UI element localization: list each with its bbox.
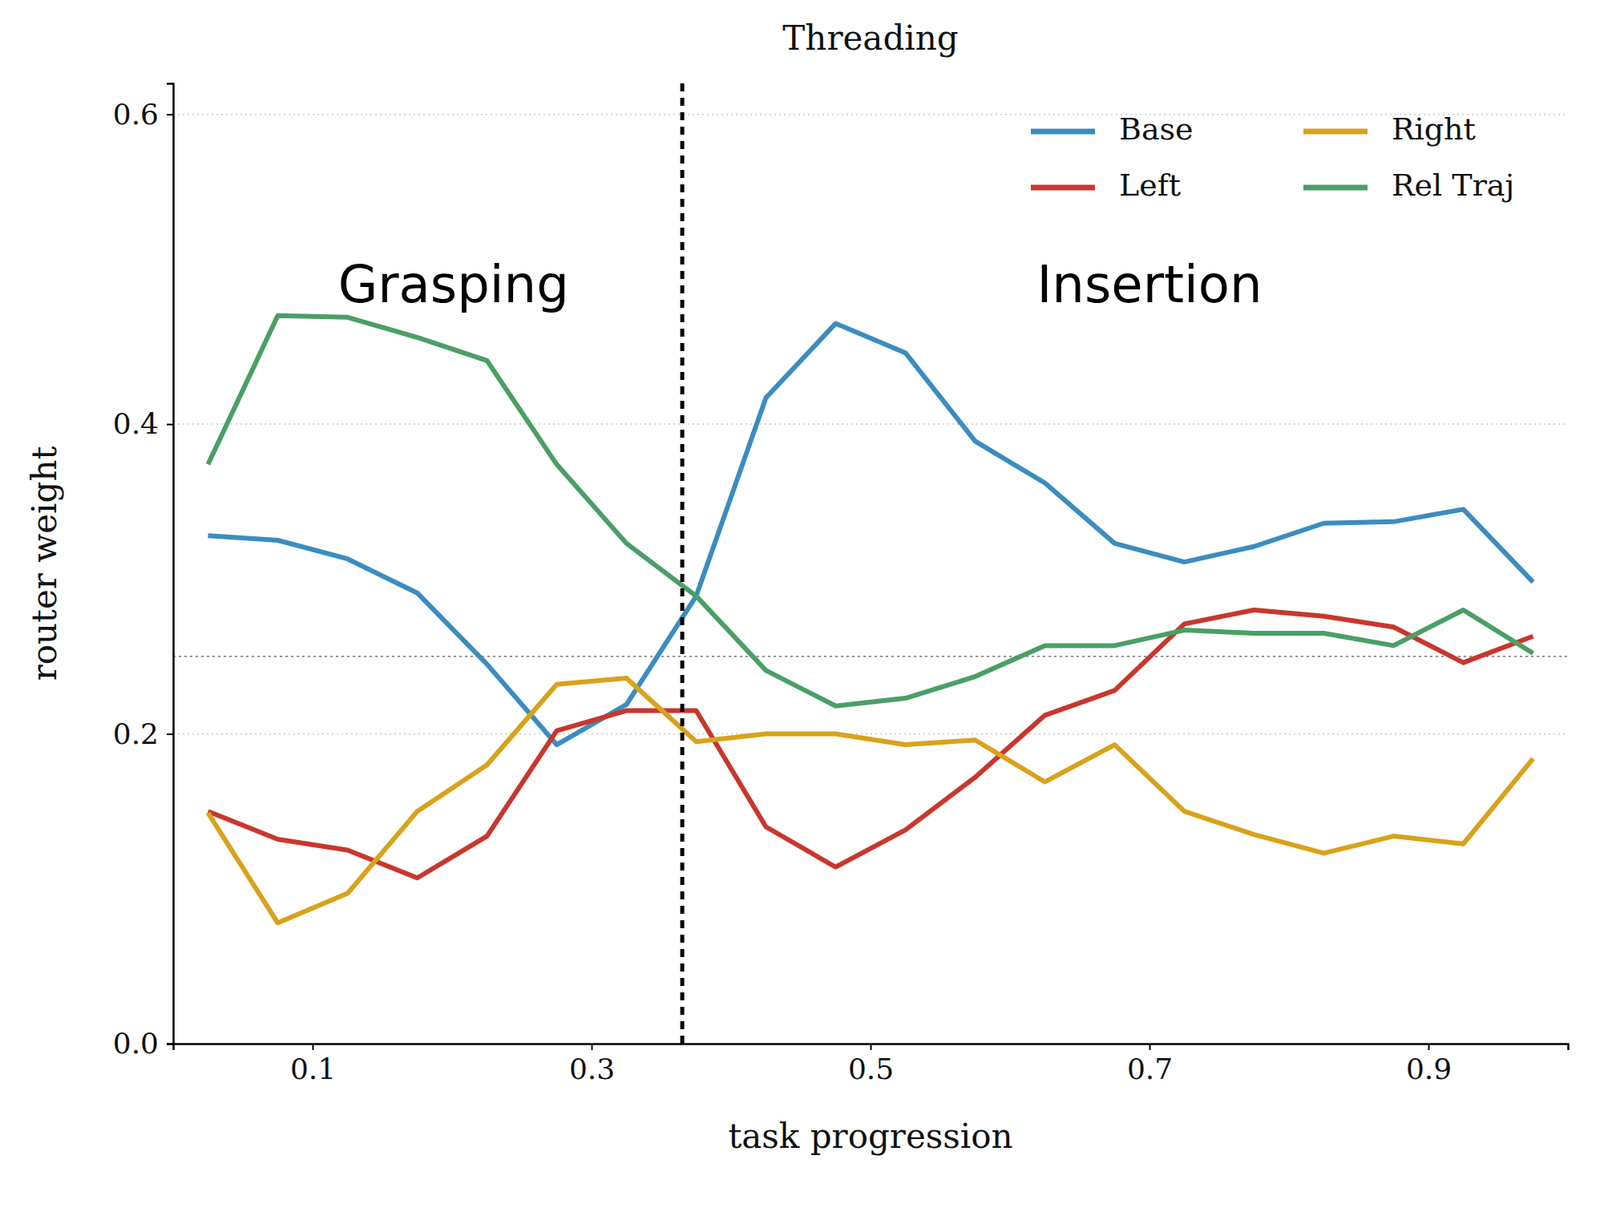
legend-item: Left: [1030, 167, 1181, 203]
y-tick: 0.4: [113, 407, 174, 441]
y-tick-label: 0.2: [113, 717, 159, 751]
legend-label: Base: [1119, 111, 1194, 147]
x-tick-label: 0.1: [290, 1052, 336, 1086]
series-line: [208, 323, 1534, 746]
chart-title: Threading: [782, 18, 958, 58]
y-tick-label: 0.6: [113, 97, 159, 131]
x-tick: 0.9: [1406, 1043, 1452, 1086]
x-tick: 0.5: [848, 1043, 894, 1086]
legend-label: Left: [1119, 167, 1181, 203]
x-tick: 0.7: [1127, 1043, 1173, 1086]
x-tick-mark: [591, 1043, 594, 1051]
grid-line: [173, 113, 1568, 116]
y-tick-mark: [166, 1043, 174, 1046]
x-tick-label: 0.9: [1406, 1052, 1452, 1086]
y-axis-line: [166, 84, 174, 1045]
x-tick-mark: [870, 1043, 873, 1051]
y-axis-title: router weight: [24, 446, 65, 682]
grid-line: [173, 733, 1568, 736]
legend-swatch: [1303, 185, 1368, 191]
y-axis: 0.0 0.2 0.4 0.6: [113, 84, 174, 1061]
legend-label: Rel Traj: [1391, 167, 1515, 203]
y-tick-mark: [166, 733, 174, 736]
grid-line: [173, 423, 1568, 425]
phase-divider: [680, 83, 685, 1044]
series-line: [208, 610, 1534, 878]
x-tick: 0.3: [569, 1043, 615, 1086]
x-tick: 0.1: [290, 1043, 336, 1086]
legend-label: Right: [1391, 111, 1476, 147]
grid: [173, 114, 1568, 735]
series-group: [208, 83, 1534, 1044]
x-axis: 0.1 0.3 0.5 0.7 0.9: [173, 1043, 1569, 1086]
legend: Base Left Right Rel Traj: [1030, 111, 1515, 203]
series-line: [208, 678, 1534, 923]
x-tick-mark: [1149, 1043, 1152, 1051]
phase-label: Insertion: [1036, 254, 1262, 315]
legend-swatch: [1303, 129, 1368, 135]
y-tick-label: 0.4: [113, 407, 159, 441]
legend-item: Right: [1303, 111, 1476, 147]
chart: 0.1 0.3 0.5 0.7 0.9 0.0 0.2 0.4 0.6 Grasping Inser…: [0, 0, 1600, 1212]
y-tick: 0.0: [113, 1026, 174, 1060]
x-tick-mark: [312, 1043, 315, 1051]
y-tick-mark: [166, 113, 174, 116]
legend-item: Base: [1030, 111, 1194, 147]
phase-label: Grasping: [338, 254, 570, 315]
x-axis-title: task progression: [727, 1116, 1013, 1156]
x-tick-label: 0.3: [569, 1052, 615, 1086]
legend-swatch: [1030, 129, 1095, 135]
series-line: [208, 315, 1534, 707]
y-tick: 0.6: [113, 97, 174, 131]
y-tick: 0.2: [113, 717, 174, 751]
y-tick-label: 0.0: [113, 1026, 159, 1060]
x-tick-label: 0.5: [848, 1052, 894, 1086]
legend-swatch: [1030, 185, 1095, 191]
x-axis-line: [173, 1044, 1569, 1051]
x-tick-label: 0.7: [1127, 1052, 1173, 1086]
x-tick-mark: [1428, 1043, 1431, 1051]
y-tick-mark: [166, 424, 174, 426]
plot: 0.1 0.3 0.5 0.7 0.9 0.0 0.2 0.4 0.6 Grasping Inser…: [113, 83, 1569, 1086]
legend-item: Rel Traj: [1303, 167, 1515, 203]
reference-line: [173, 655, 1568, 658]
